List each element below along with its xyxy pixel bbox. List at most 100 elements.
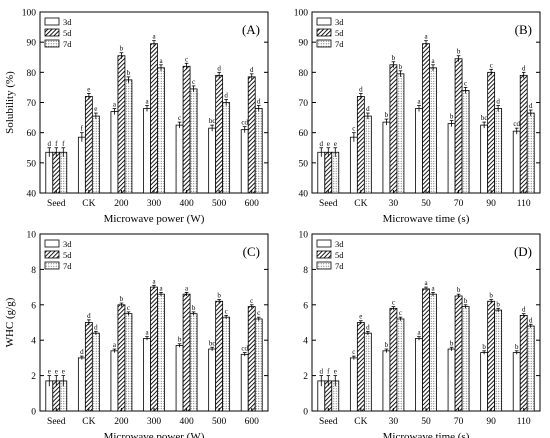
x-tick-label: Seed <box>47 199 66 209</box>
legend-label: 5d <box>335 28 344 38</box>
significance-label: b <box>392 54 396 62</box>
bar-5d <box>422 43 430 194</box>
x-tick-label: 300 <box>147 199 162 209</box>
significance-label: c <box>392 299 395 307</box>
y-tick-label: 40 <box>299 190 309 200</box>
significance-label: d <box>80 348 84 356</box>
significance-label: b <box>515 343 519 351</box>
panel-label: (B) <box>515 22 532 37</box>
bar-3d <box>143 338 151 412</box>
bar-7d <box>494 309 503 412</box>
panel-label: (D) <box>514 244 532 259</box>
bar-3d <box>415 108 423 194</box>
significance-label: a <box>417 329 421 337</box>
x-tick-label: CK <box>354 417 367 427</box>
significance-label: b <box>489 291 493 299</box>
x-tick-label: 30 <box>389 417 399 427</box>
bar-7d <box>429 293 437 412</box>
significance-label: d <box>496 98 500 106</box>
significance-label: d <box>522 64 526 72</box>
panel-label: (A) <box>242 22 260 37</box>
significance-label: b <box>178 336 182 344</box>
significance-label: e <box>334 368 337 376</box>
x-tick-label: 600 <box>245 199 260 209</box>
legend-label: 7d <box>335 39 344 49</box>
bar-3d <box>110 350 119 412</box>
legend-label: 3d <box>63 239 72 249</box>
y-tick-label: 6 <box>31 301 36 311</box>
significance-label: d <box>217 64 221 72</box>
bar-3d <box>143 108 151 194</box>
legend-label: 5d <box>63 250 72 260</box>
x-tick-label: 50 <box>421 417 431 427</box>
significance-label: d <box>366 323 370 331</box>
x-axis-label: Microwave power (W) <box>104 431 205 438</box>
bar-7d <box>254 108 263 194</box>
significance-label: f <box>55 140 58 148</box>
significance-label: b <box>385 341 389 349</box>
significance-label: d <box>87 312 91 320</box>
bar-3d <box>45 151 54 194</box>
bar-7d <box>157 293 165 412</box>
y-tick-label: 10 <box>27 231 37 241</box>
legend-swatch-5d <box>44 250 60 259</box>
legend-swatch-7d <box>316 39 332 48</box>
legend-swatch-7d <box>44 261 60 270</box>
bar-5d <box>247 306 256 412</box>
significance-label: cd <box>513 120 520 128</box>
legend-label: 7d <box>63 39 72 49</box>
bar-5d <box>117 304 126 412</box>
bar-5d <box>324 151 333 194</box>
x-tick-label: 400 <box>179 417 194 427</box>
bar-7d <box>254 318 263 412</box>
significance-label: e <box>48 368 51 376</box>
legend-swatch-3d <box>316 239 332 248</box>
significance-label: bc <box>481 114 488 122</box>
bar-3d <box>480 124 489 194</box>
y-tick-label: 80 <box>27 69 37 79</box>
legend-swatch-3d <box>316 17 332 26</box>
legend-swatch-3d <box>44 239 60 248</box>
bar-5d <box>182 293 191 412</box>
x-tick-label: 90 <box>486 417 496 427</box>
bar-5d <box>454 295 463 412</box>
bar-5d <box>150 286 158 412</box>
significance-label: b <box>127 69 131 77</box>
significance-label: e <box>94 105 97 113</box>
y-tick-label: 100 <box>294 9 309 19</box>
legend-label: 7d <box>63 261 72 271</box>
significance-label: b <box>450 113 454 121</box>
significance-label: e <box>334 140 337 148</box>
x-tick-label: Seed <box>319 199 338 209</box>
significance-label: b <box>450 339 454 347</box>
significance-label: c <box>225 307 228 315</box>
bar-5d <box>519 315 528 412</box>
significance-label: d <box>250 66 254 74</box>
significance-label: a <box>431 284 435 292</box>
significance-label: f <box>81 125 84 133</box>
x-axis-label: Microwave time (s) <box>383 213 470 225</box>
legend-label: 5d <box>63 28 72 38</box>
significance-label: b <box>192 304 196 312</box>
bar-7d <box>59 151 68 194</box>
x-tick-label: 50 <box>421 199 431 209</box>
significance-label: d <box>529 102 533 110</box>
significance-label: cd <box>241 345 248 353</box>
bar-3d <box>175 345 184 412</box>
bar-7d <box>461 306 470 412</box>
significance-label: e <box>359 313 362 321</box>
x-tick-label: 500 <box>212 199 227 209</box>
legend-label: 3d <box>335 17 344 27</box>
y-tick-label: 60 <box>299 129 309 139</box>
bar-7d <box>91 115 100 194</box>
bar-7d <box>461 90 470 194</box>
bar-5d <box>182 65 191 194</box>
significance-label: a <box>431 57 435 65</box>
legend-label: 3d <box>335 239 344 249</box>
significance-label: cd <box>241 119 248 127</box>
significance-label: c <box>352 348 355 356</box>
significance-label: f <box>327 368 330 376</box>
bar-5d <box>150 43 158 194</box>
